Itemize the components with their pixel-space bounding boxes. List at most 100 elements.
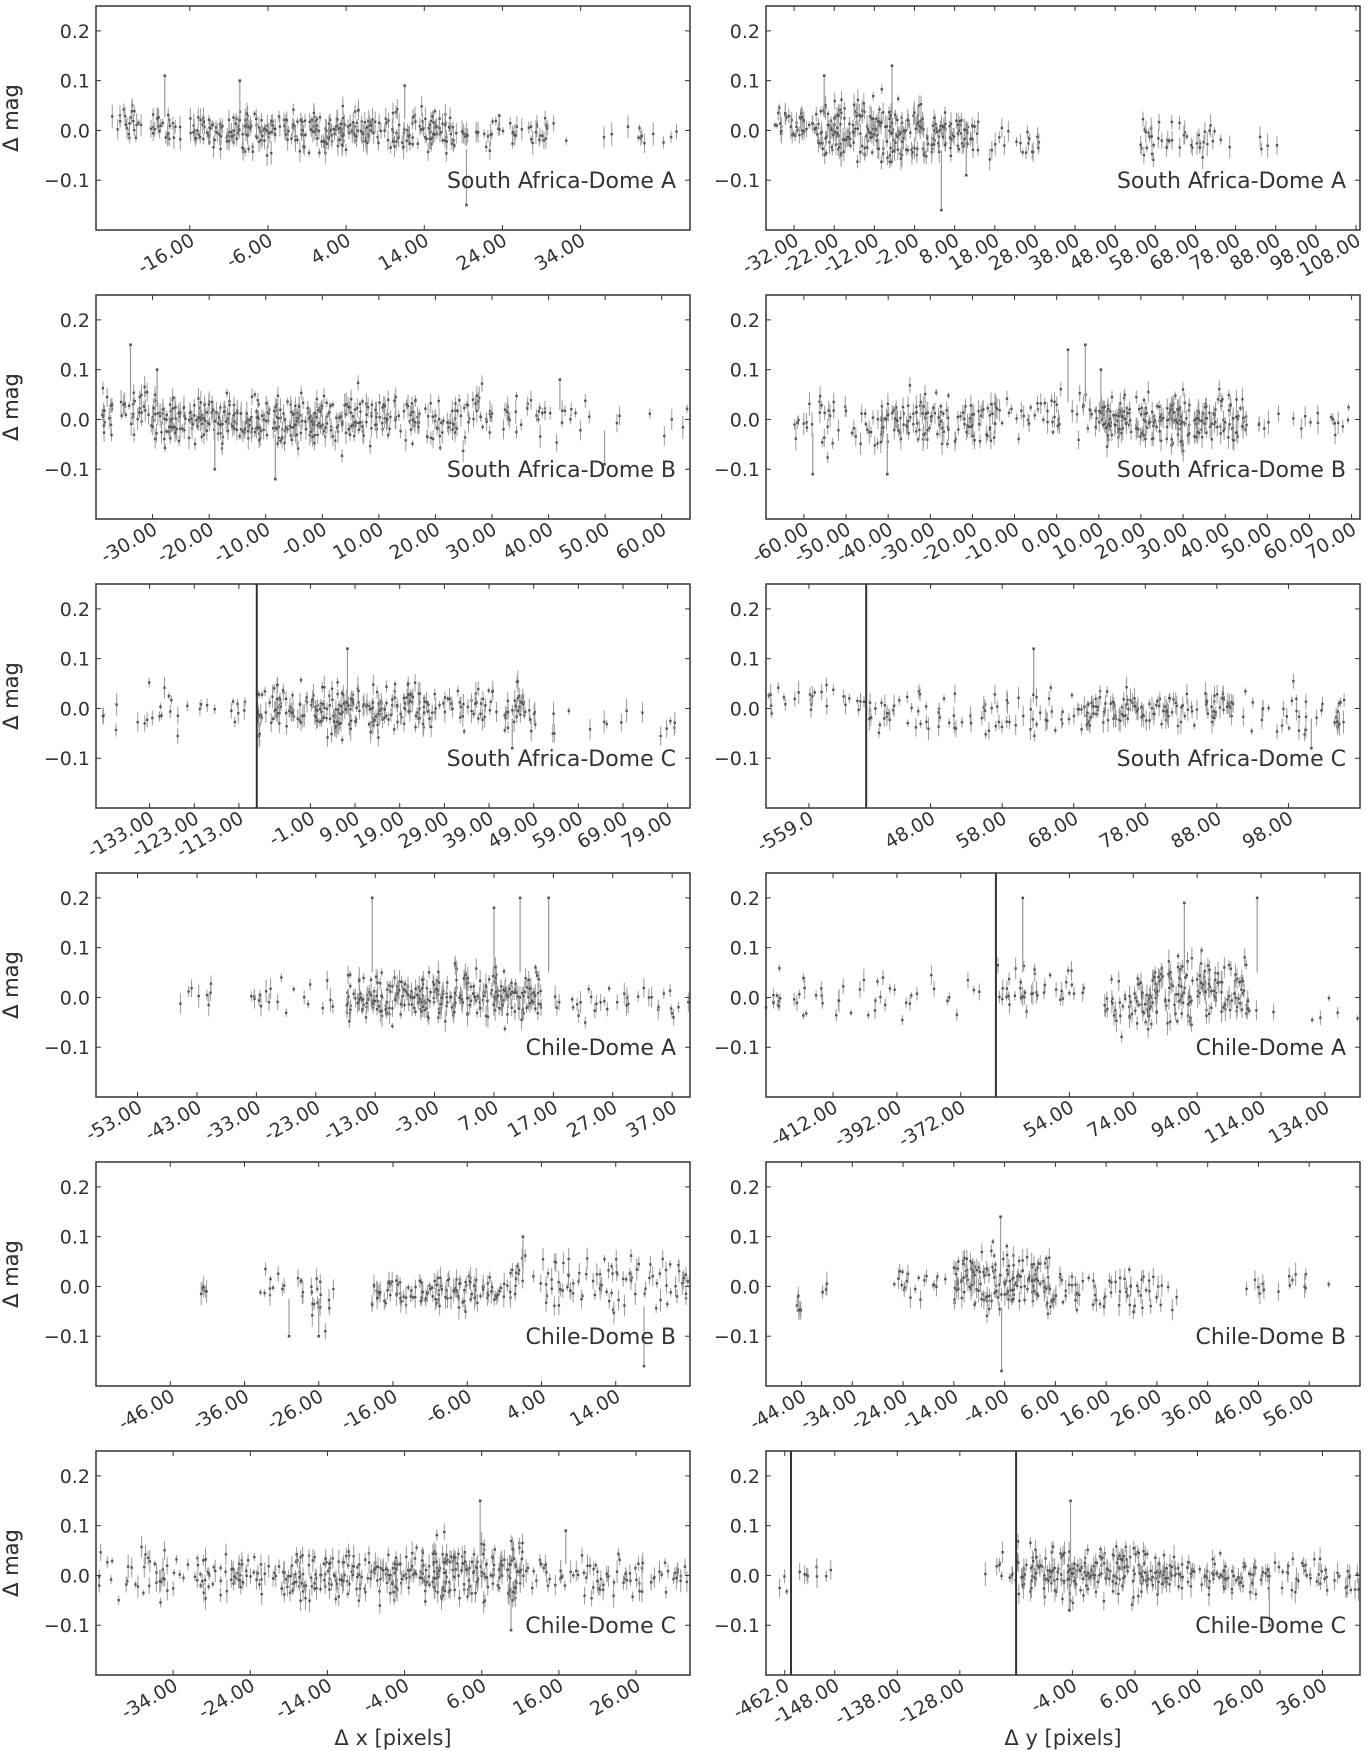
data-point <box>451 707 454 711</box>
data-point <box>206 421 210 424</box>
data-point <box>437 417 441 421</box>
data-point <box>1165 425 1169 429</box>
data-point <box>1042 418 1045 421</box>
data-point <box>968 417 972 420</box>
data-point <box>142 405 146 408</box>
panel-title: South Africa-Dome A <box>447 169 676 194</box>
data-point <box>833 99 836 103</box>
data-point <box>1197 431 1201 435</box>
data-point <box>246 134 249 137</box>
data-point <box>1147 131 1150 135</box>
data-point <box>192 131 195 134</box>
data-point <box>1181 420 1184 424</box>
data-point <box>1202 141 1205 144</box>
data-point <box>365 413 368 416</box>
data-point <box>451 409 454 413</box>
data-point <box>480 382 484 385</box>
data-point <box>473 702 477 705</box>
data-point <box>454 409 457 412</box>
data-point <box>318 720 322 724</box>
data-point <box>1124 422 1128 425</box>
data-point <box>1046 420 1049 424</box>
data-point <box>1152 424 1155 428</box>
data-point <box>919 120 923 123</box>
data-point <box>274 708 277 712</box>
data-point <box>1193 724 1196 727</box>
data-point <box>1178 419 1182 422</box>
data-point <box>291 413 295 416</box>
data-point <box>985 433 988 436</box>
data-point <box>912 412 915 415</box>
x-tick-label: -6.00 <box>223 229 277 273</box>
data-point <box>919 102 923 106</box>
data-point <box>138 411 141 414</box>
data-point <box>872 117 875 120</box>
data-point <box>456 689 460 693</box>
data-point <box>1210 422 1213 426</box>
data-point <box>443 696 447 699</box>
data-point <box>367 120 370 123</box>
data-point <box>189 117 192 120</box>
data-point <box>825 683 828 687</box>
data-point <box>993 693 997 696</box>
data-point <box>523 714 526 717</box>
data-point <box>927 727 930 730</box>
y-tick-label: −0.1 <box>44 748 90 770</box>
data-point <box>353 134 356 137</box>
data-point <box>1119 402 1122 405</box>
data-point <box>996 705 999 708</box>
data-point <box>1088 409 1092 412</box>
data-point <box>151 716 154 720</box>
data-point <box>909 416 912 419</box>
data-point <box>1109 410 1112 413</box>
data-point <box>394 110 398 114</box>
x-tick-label: -30.00 <box>97 518 161 568</box>
data-point <box>907 419 910 423</box>
data-point <box>361 425 364 428</box>
data-point <box>337 708 340 711</box>
data-point <box>269 151 273 155</box>
data-point <box>376 712 380 716</box>
data-point <box>204 419 207 422</box>
data-point <box>1102 423 1105 427</box>
data-point <box>400 715 403 719</box>
data-point <box>871 127 874 131</box>
data-point <box>205 704 209 707</box>
data-point <box>236 702 239 705</box>
data-point <box>257 734 261 738</box>
data-point <box>971 148 975 152</box>
data-point <box>270 119 273 122</box>
data-point <box>102 414 105 418</box>
data-point <box>959 415 962 418</box>
data-point <box>652 132 655 136</box>
data-point <box>278 696 281 700</box>
data-point <box>316 719 319 722</box>
data-point <box>1087 720 1091 723</box>
data-point <box>357 701 360 704</box>
data-point <box>149 127 153 130</box>
data-point <box>436 427 439 430</box>
data-point <box>386 433 390 437</box>
data-point <box>189 131 192 135</box>
data-point <box>842 138 846 142</box>
data-point <box>522 703 525 706</box>
data-point <box>840 111 843 115</box>
data-point <box>463 436 467 439</box>
data-point <box>484 704 487 707</box>
data-point <box>392 728 396 731</box>
data-point <box>1208 425 1212 428</box>
data-point <box>209 127 212 130</box>
outlier-point <box>163 74 167 77</box>
data-point <box>288 706 292 709</box>
data-point <box>615 421 619 425</box>
data-point <box>147 681 151 684</box>
data-point <box>949 146 952 150</box>
data-point <box>1176 408 1179 411</box>
outlier-point <box>558 378 562 381</box>
data-point <box>988 414 991 417</box>
data-point <box>172 136 176 139</box>
data-point <box>932 143 936 146</box>
data-point <box>466 134 469 137</box>
data-point <box>353 434 356 438</box>
data-point <box>1170 404 1174 407</box>
